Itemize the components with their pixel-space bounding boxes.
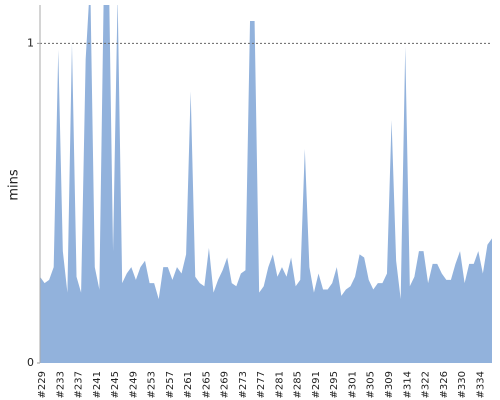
- x-tick-label: #334: [475, 371, 486, 398]
- x-tick-label: #229: [37, 371, 48, 398]
- x-tick-label: #249: [128, 371, 139, 398]
- y-tick-label: 0: [27, 356, 34, 369]
- x-tick-label: #261: [183, 371, 194, 398]
- x-tick-label: #265: [201, 371, 212, 398]
- x-tick-label: #233: [55, 371, 66, 398]
- area: [40, 5, 492, 363]
- x-tick-label: #326: [439, 371, 450, 398]
- x-tick-label: #253: [147, 371, 158, 398]
- x-tick-label: #237: [74, 371, 85, 398]
- x-tick-label: #322: [421, 371, 432, 398]
- x-tick-label: #330: [457, 371, 468, 398]
- x-tick-label: #277: [256, 371, 267, 398]
- x-tick-label: #245: [110, 371, 121, 398]
- x-tick-label: #301: [347, 371, 358, 398]
- x-tick-label: #309: [384, 371, 395, 398]
- x-tick-label: #291: [311, 371, 322, 398]
- x-tick-label: #273: [238, 371, 249, 398]
- x-tick-label: #285: [293, 371, 304, 398]
- x-tick-label: #305: [366, 371, 377, 398]
- x-tick-label: #241: [92, 371, 103, 398]
- x-tick-label: #314: [402, 371, 413, 398]
- x-tick-label: #269: [220, 371, 231, 398]
- y-axis-label: mins: [7, 169, 22, 201]
- x-tick-label: #281: [274, 371, 285, 398]
- y-tick-label: 1: [27, 36, 34, 49]
- x-tick-label: #257: [165, 371, 176, 398]
- x-tick-label: #295: [329, 371, 340, 398]
